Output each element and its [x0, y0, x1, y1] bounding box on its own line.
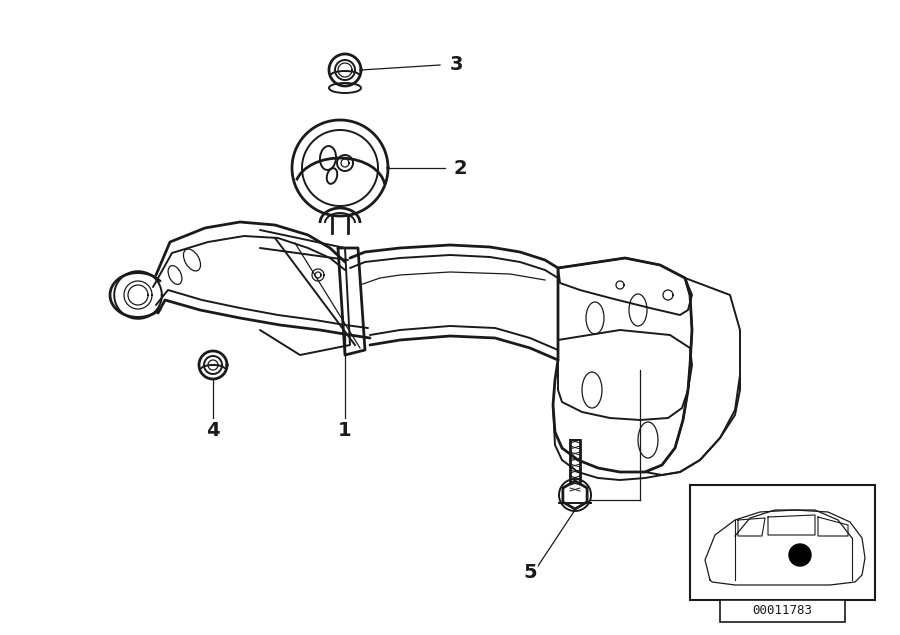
Text: 5: 5 — [523, 563, 536, 582]
Text: 2: 2 — [454, 159, 467, 178]
Circle shape — [789, 544, 811, 566]
Bar — [720, 600, 845, 622]
Text: 4: 4 — [206, 420, 220, 439]
Text: 00011783: 00011783 — [752, 605, 812, 617]
Text: 3: 3 — [449, 55, 463, 74]
Bar — [690, 485, 875, 600]
Text: 1: 1 — [338, 420, 352, 439]
